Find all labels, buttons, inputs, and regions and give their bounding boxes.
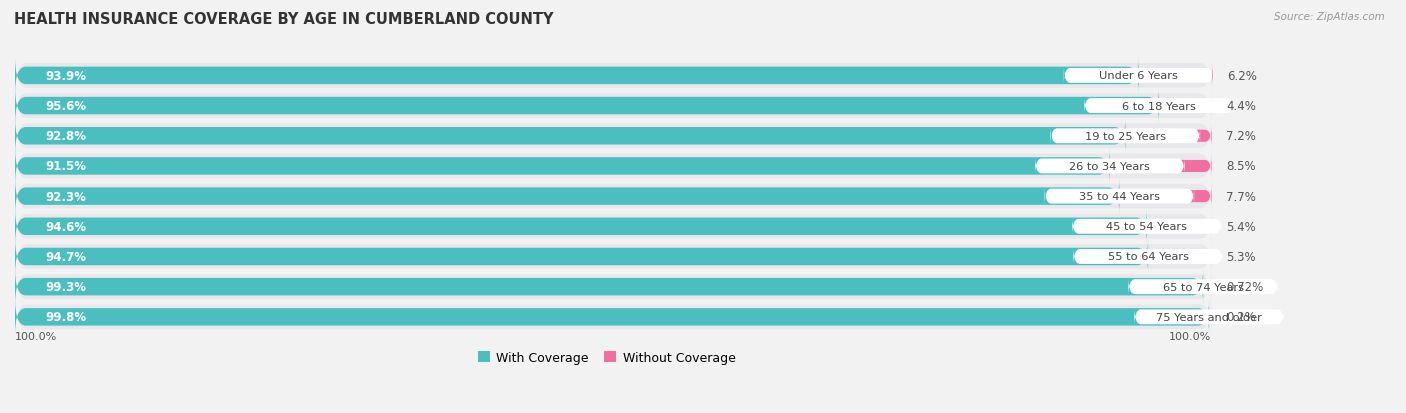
FancyBboxPatch shape: [15, 268, 1204, 305]
Text: 99.8%: 99.8%: [45, 311, 86, 323]
FancyBboxPatch shape: [15, 178, 1119, 215]
Text: 93.9%: 93.9%: [45, 70, 86, 83]
Text: 55 to 64 Years: 55 to 64 Years: [1108, 252, 1188, 262]
FancyBboxPatch shape: [1159, 96, 1212, 117]
Text: 65 to 74 Years: 65 to 74 Years: [1163, 282, 1244, 292]
Text: 19 to 25 Years: 19 to 25 Years: [1085, 131, 1166, 141]
Text: 91.5%: 91.5%: [45, 160, 86, 173]
Text: 6.2%: 6.2%: [1227, 70, 1257, 83]
FancyBboxPatch shape: [15, 179, 1212, 214]
FancyBboxPatch shape: [15, 209, 1147, 245]
FancyBboxPatch shape: [1135, 308, 1284, 326]
Text: 75 Years and older: 75 Years and older: [1156, 312, 1263, 322]
FancyBboxPatch shape: [15, 119, 1212, 154]
Text: 0.72%: 0.72%: [1226, 280, 1264, 294]
FancyBboxPatch shape: [1035, 157, 1185, 176]
FancyBboxPatch shape: [15, 88, 1212, 124]
FancyBboxPatch shape: [15, 299, 1209, 335]
Text: Under 6 Years: Under 6 Years: [1099, 71, 1178, 81]
Text: 7.2%: 7.2%: [1226, 130, 1256, 143]
FancyBboxPatch shape: [15, 269, 1212, 305]
FancyBboxPatch shape: [15, 118, 1125, 155]
Text: 4.4%: 4.4%: [1226, 100, 1256, 113]
Legend: With Coverage, Without Coverage: With Coverage, Without Coverage: [472, 346, 741, 369]
Text: 92.3%: 92.3%: [45, 190, 86, 203]
Text: 95.6%: 95.6%: [45, 100, 86, 113]
Text: 0.2%: 0.2%: [1226, 311, 1256, 323]
FancyBboxPatch shape: [15, 238, 1149, 275]
FancyBboxPatch shape: [1129, 278, 1278, 296]
FancyBboxPatch shape: [15, 149, 1212, 184]
FancyBboxPatch shape: [1064, 67, 1213, 85]
Text: 94.7%: 94.7%: [45, 250, 86, 263]
FancyBboxPatch shape: [1050, 127, 1201, 145]
FancyBboxPatch shape: [1139, 66, 1213, 87]
FancyBboxPatch shape: [1147, 216, 1212, 237]
FancyBboxPatch shape: [1119, 186, 1212, 207]
Text: 45 to 54 Years: 45 to 54 Years: [1107, 222, 1188, 232]
FancyBboxPatch shape: [1109, 156, 1212, 177]
FancyBboxPatch shape: [15, 299, 1212, 335]
FancyBboxPatch shape: [15, 88, 1159, 125]
FancyBboxPatch shape: [1084, 97, 1233, 116]
Text: 26 to 34 Years: 26 to 34 Years: [1070, 161, 1150, 171]
Text: 35 to 44 Years: 35 to 44 Years: [1078, 192, 1160, 202]
Text: 5.3%: 5.3%: [1226, 250, 1256, 263]
FancyBboxPatch shape: [1149, 246, 1212, 267]
Text: 94.6%: 94.6%: [45, 220, 86, 233]
FancyBboxPatch shape: [1073, 248, 1223, 266]
Text: Source: ZipAtlas.com: Source: ZipAtlas.com: [1274, 12, 1385, 22]
Text: 92.8%: 92.8%: [45, 130, 86, 143]
FancyBboxPatch shape: [1045, 188, 1194, 206]
Text: HEALTH INSURANCE COVERAGE BY AGE IN CUMBERLAND COUNTY: HEALTH INSURANCE COVERAGE BY AGE IN CUMB…: [14, 12, 554, 27]
FancyBboxPatch shape: [1073, 218, 1222, 236]
FancyBboxPatch shape: [15, 58, 1139, 95]
Text: 99.3%: 99.3%: [45, 280, 86, 294]
FancyBboxPatch shape: [1205, 306, 1216, 328]
Text: 100.0%: 100.0%: [15, 332, 58, 342]
Text: 7.7%: 7.7%: [1226, 190, 1256, 203]
FancyBboxPatch shape: [15, 148, 1109, 185]
FancyBboxPatch shape: [15, 59, 1212, 94]
Text: 100.0%: 100.0%: [1170, 332, 1212, 342]
FancyBboxPatch shape: [15, 239, 1212, 275]
FancyBboxPatch shape: [1125, 126, 1212, 147]
Text: 6 to 18 Years: 6 to 18 Years: [1122, 101, 1197, 112]
FancyBboxPatch shape: [1204, 276, 1212, 297]
Text: 8.5%: 8.5%: [1226, 160, 1256, 173]
Text: 5.4%: 5.4%: [1226, 220, 1256, 233]
FancyBboxPatch shape: [15, 209, 1212, 244]
